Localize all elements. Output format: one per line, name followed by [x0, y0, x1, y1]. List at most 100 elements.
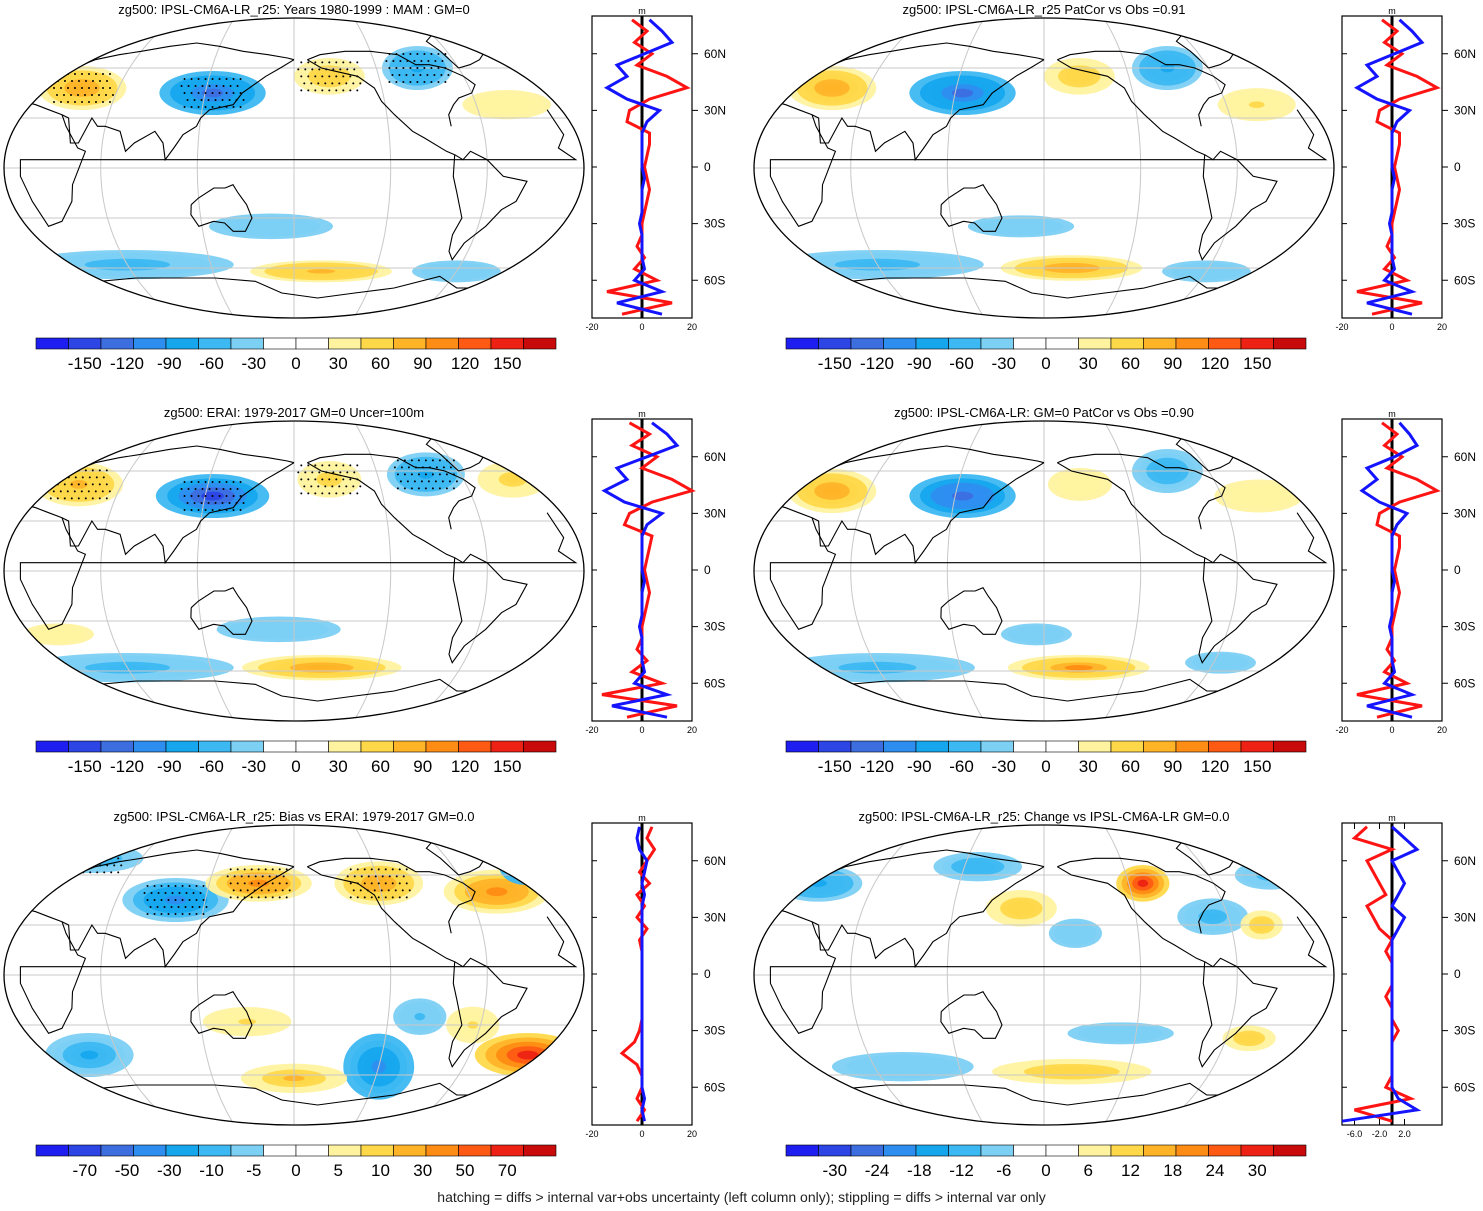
anomaly-ring	[1248, 101, 1265, 108]
anomaly-1	[773, 865, 863, 902]
colorbar-box	[425, 740, 459, 753]
stipple-dot	[325, 68, 328, 71]
colorbar-box	[263, 337, 297, 350]
stipple-dot	[59, 73, 62, 75]
stipple-dot	[331, 82, 334, 85]
colorbar-label: -30	[241, 354, 266, 373]
stipple-dot	[438, 473, 441, 476]
stipple-dot	[153, 899, 156, 901]
colorbar-box	[1110, 740, 1144, 753]
anomaly-ring	[1014, 904, 1029, 912]
lat-label: 60N	[1454, 450, 1476, 464]
stipple-dot	[356, 868, 359, 871]
colorbar-box	[1240, 740, 1274, 753]
stipple-dot	[406, 480, 409, 483]
anomaly-ring	[51, 632, 66, 637]
stipple-dot	[321, 464, 324, 467]
stipple-dot	[414, 466, 417, 469]
anomaly-6	[1177, 898, 1249, 936]
stipple-dot	[143, 892, 146, 894]
stipple-dot	[94, 87, 97, 89]
colorbar-box	[523, 740, 557, 753]
stipple-dot	[101, 490, 104, 493]
stipple-dot	[391, 74, 394, 76]
coastline	[1057, 857, 1226, 934]
stipple-dot	[70, 497, 73, 500]
zonal-profile: m 60N 30N 0 30S 60S -20 0 20	[585, 813, 726, 1139]
stipple-dot	[440, 74, 443, 76]
stipple-dot	[66, 87, 69, 89]
colorbar-box	[1045, 1144, 1079, 1157]
stipple-dot	[103, 843, 106, 846]
stipple-dot	[342, 464, 345, 467]
stipple-dot	[318, 68, 321, 71]
stipple-dot	[353, 68, 356, 71]
anomaly-5	[1214, 479, 1304, 513]
stipple-dot	[275, 875, 278, 878]
colorbar-label: 0	[291, 757, 300, 776]
stipple-dot	[349, 61, 352, 64]
stipple-dot	[180, 85, 183, 87]
meridian-line	[850, 421, 926, 721]
anomaly-ring	[823, 486, 841, 496]
colorbar-box	[883, 740, 917, 753]
coastline	[190, 184, 253, 232]
stipple-dot	[398, 896, 401, 899]
anomaly-ring	[515, 859, 537, 875]
stipple-dot	[225, 495, 228, 497]
colorbar-box	[1110, 1144, 1144, 1157]
stipple-dot	[424, 473, 427, 476]
map-area	[4, 421, 584, 721]
stipple-dot	[310, 82, 313, 85]
stipple-dot	[156, 906, 159, 908]
colorbar-box	[458, 1144, 492, 1157]
stipple-dot	[160, 899, 163, 901]
stipple-dot	[178, 892, 181, 894]
stipple-dot	[300, 478, 303, 481]
stipple-dot	[59, 87, 62, 89]
stipple-dot	[314, 478, 317, 481]
stipple-dot	[100, 850, 103, 853]
anomaly-6	[499, 848, 553, 886]
colorbar-box	[1273, 740, 1307, 753]
stipple-dot	[416, 67, 419, 69]
stipple-dot	[55, 94, 58, 96]
stipple-dot	[221, 502, 224, 504]
stipple-dot	[387, 889, 390, 892]
stipple-dot	[215, 488, 218, 490]
colorbar-box	[785, 1144, 819, 1157]
stipple-dot	[405, 882, 408, 885]
x-tick-label: 20	[687, 322, 697, 332]
stipple-dot	[311, 471, 314, 474]
colorbar-label: 10	[371, 1161, 390, 1180]
stipple-dot	[395, 81, 398, 83]
stipple-dot	[242, 99, 245, 101]
stipple-dot	[384, 896, 387, 899]
colorbar-box	[1240, 337, 1274, 350]
stipple-dot	[225, 92, 228, 94]
colorbar-box	[1143, 740, 1177, 753]
anomaly-5	[462, 90, 552, 120]
colorbar-label: 0	[291, 354, 300, 373]
x-tick-label: 20	[687, 1129, 697, 1139]
stipple-dot	[197, 106, 200, 108]
stipple-dot	[407, 466, 410, 469]
colorbar-box	[198, 337, 232, 350]
stipple-dot	[352, 889, 355, 892]
panel-title: zg500: IPSL-CM6A-LR_r25: Change vs IPSL-…	[858, 809, 1229, 824]
zonal-profile: m 60N 30N 0 30S 60S -20 0 20	[1335, 6, 1476, 332]
stipple-dot	[197, 78, 200, 80]
colorbar-box	[198, 740, 232, 753]
stipple-dot	[228, 502, 231, 504]
colorbar-box	[1013, 1144, 1047, 1157]
stipple-dot	[285, 896, 288, 899]
anomaly-5	[1048, 918, 1103, 948]
stipple-dot	[374, 875, 377, 878]
coastline	[19, 916, 578, 1034]
stipple-dot	[52, 490, 55, 493]
stipple-dot	[225, 106, 228, 108]
meridian-line	[196, 18, 235, 318]
coastline	[1198, 553, 1278, 664]
panel-5: zg500: IPSL-CM6A-LR_r25: Bias vs ERAI: 1…	[3, 809, 726, 1180]
colorbar-label: -30	[991, 354, 1016, 373]
